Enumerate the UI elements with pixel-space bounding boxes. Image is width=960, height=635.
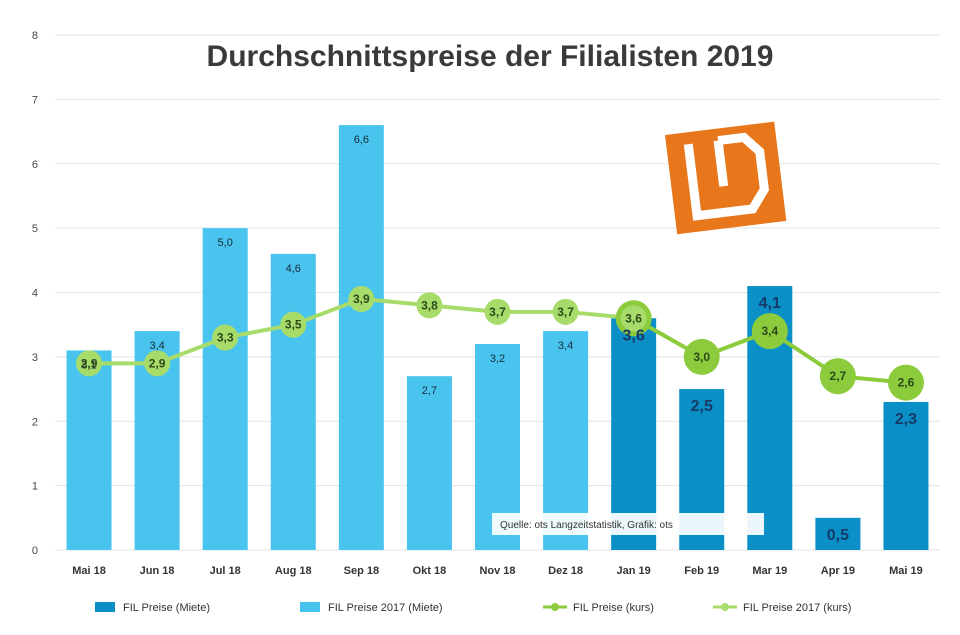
line-point: [144, 350, 171, 377]
x-tick-label: Jul 18: [210, 565, 241, 577]
line-value-label: 2,7: [830, 369, 847, 383]
y-tick-label: 8: [32, 30, 38, 42]
legend-label: FIL Preise (kurs): [573, 602, 654, 614]
line-value-label: 3,7: [557, 305, 574, 319]
x-tick-label: Apr 19: [821, 565, 855, 577]
x-tick-label: Jan 19: [617, 565, 651, 577]
line-value-label: 3,3: [217, 331, 234, 345]
source-note: Quelle: ots Langzeitstatistik, Grafik: o…: [492, 513, 764, 535]
line-value-label: 2,9: [149, 356, 166, 370]
bar: [202, 228, 248, 550]
legend-swatch: [300, 602, 320, 612]
legend-item: FIL Preise (kurs): [543, 602, 654, 614]
line-point: [887, 364, 924, 401]
bars: [66, 125, 929, 550]
line-point: [76, 350, 103, 377]
legend-item: FIL Preise 2017 (kurs): [713, 602, 851, 614]
line-value-label: 3,6: [625, 311, 642, 325]
bar-value-label: 2,3: [895, 411, 917, 428]
line-value-label: 3,9: [353, 292, 370, 306]
legend-label: FIL Preise 2017 (kurs): [743, 602, 851, 614]
y-tick-label: 1: [32, 481, 38, 493]
x-tick-label: Mai 19: [889, 565, 923, 577]
bar: [406, 376, 452, 550]
bar-value-label: 2,7: [422, 385, 437, 397]
x-tick-label: Dez 18: [548, 565, 583, 577]
x-tick-label: Feb 19: [684, 565, 719, 577]
line-value-label: 3,5: [285, 318, 302, 332]
y-tick-label: 5: [32, 223, 38, 235]
bar-value-label: 3,4: [149, 340, 164, 352]
line-point: [683, 338, 720, 375]
y-tick-label: 4: [32, 288, 38, 300]
ld-logo: [665, 121, 787, 235]
y-tick-label: 0: [32, 545, 38, 557]
bar-value-label: 4,6: [286, 263, 301, 275]
bar: [66, 350, 112, 550]
legend-item: FIL Preise (Miete): [95, 602, 210, 614]
x-tick-label: Okt 18: [413, 565, 447, 577]
bar: [270, 253, 316, 550]
bar-value-label: 6,6: [354, 134, 369, 146]
bar: [815, 517, 861, 550]
bar-value-label: 5,0: [218, 237, 233, 249]
line-value-label: 3,8: [421, 298, 438, 312]
line-value-label: 2,9: [81, 356, 98, 370]
legend-label: FIL Preise 2017 (Miete): [328, 602, 443, 614]
legend-item: FIL Preise 2017 (Miete): [300, 602, 443, 614]
x-axis-labels: Mai 18 Jun 18 Jul 18 Aug 18 Sep 18 Okt 18 Nov …: [72, 565, 923, 577]
bar-value-label: 3,2: [490, 353, 505, 365]
line-value-label: 3,0: [693, 350, 710, 364]
line-point: [348, 285, 375, 312]
bar-value-label: 2,5: [691, 398, 713, 415]
y-axis-ticks: 0 1 2 3 4 5 6 7 8: [32, 30, 38, 557]
legend-swatch: [95, 602, 115, 612]
bar-value-label: 3,4: [558, 340, 573, 352]
line-point: [280, 311, 307, 338]
legend-marker: [551, 603, 559, 611]
x-tick-label: Aug 18: [275, 565, 312, 577]
bar-value-label: 4,1: [759, 295, 781, 312]
line-point: [552, 298, 579, 325]
line-value-label: 3,7: [489, 305, 506, 319]
x-tick-label: Nov 18: [479, 565, 515, 577]
bar-value-label: 0,5: [827, 527, 849, 544]
y-tick-label: 2: [32, 416, 38, 428]
line-point: [484, 298, 511, 325]
x-tick-label: Mar 19: [752, 565, 787, 577]
line-point: [620, 305, 647, 332]
legend-marker: [721, 603, 729, 611]
legend: FIL Preise (Miete) FIL Preise 2017 (Miete…: [95, 602, 851, 614]
line-value-label: 2,6: [898, 376, 915, 390]
line-point: [819, 358, 856, 395]
source-note-text: Quelle: ots Langzeitstatistik, Grafik: o…: [500, 520, 673, 531]
gridlines: [55, 34, 940, 551]
x-tick-label: Jun 18: [140, 565, 175, 577]
chart-title: Durchschnittspreise der Filialisten 2019: [207, 40, 774, 73]
line-point: [416, 292, 443, 319]
y-tick-label: 6: [32, 159, 38, 171]
legend-label: FIL Preise (Miete): [123, 602, 210, 614]
data-labels: 3,6 2,5 4,1 0,5 2,3 3,1 3,4 5,0 4,6 6,6 2,7 3,2 3,4 3…: [81, 134, 917, 544]
bar-value-label: 3,1: [81, 359, 96, 371]
bar: [883, 401, 929, 550]
bar: [338, 125, 384, 550]
x-tick-label: Sep 18: [344, 565, 379, 577]
x-tick-label: Mai 18: [72, 565, 106, 577]
y-tick-label: 7: [32, 94, 38, 106]
y-tick-label: 3: [32, 352, 38, 364]
bar: [611, 318, 657, 550]
line-point: [751, 313, 788, 350]
points: [76, 285, 924, 401]
line-point: [212, 324, 239, 351]
bar-value-label: 3,6: [623, 327, 645, 344]
line-value-label: 3,4: [761, 324, 778, 338]
